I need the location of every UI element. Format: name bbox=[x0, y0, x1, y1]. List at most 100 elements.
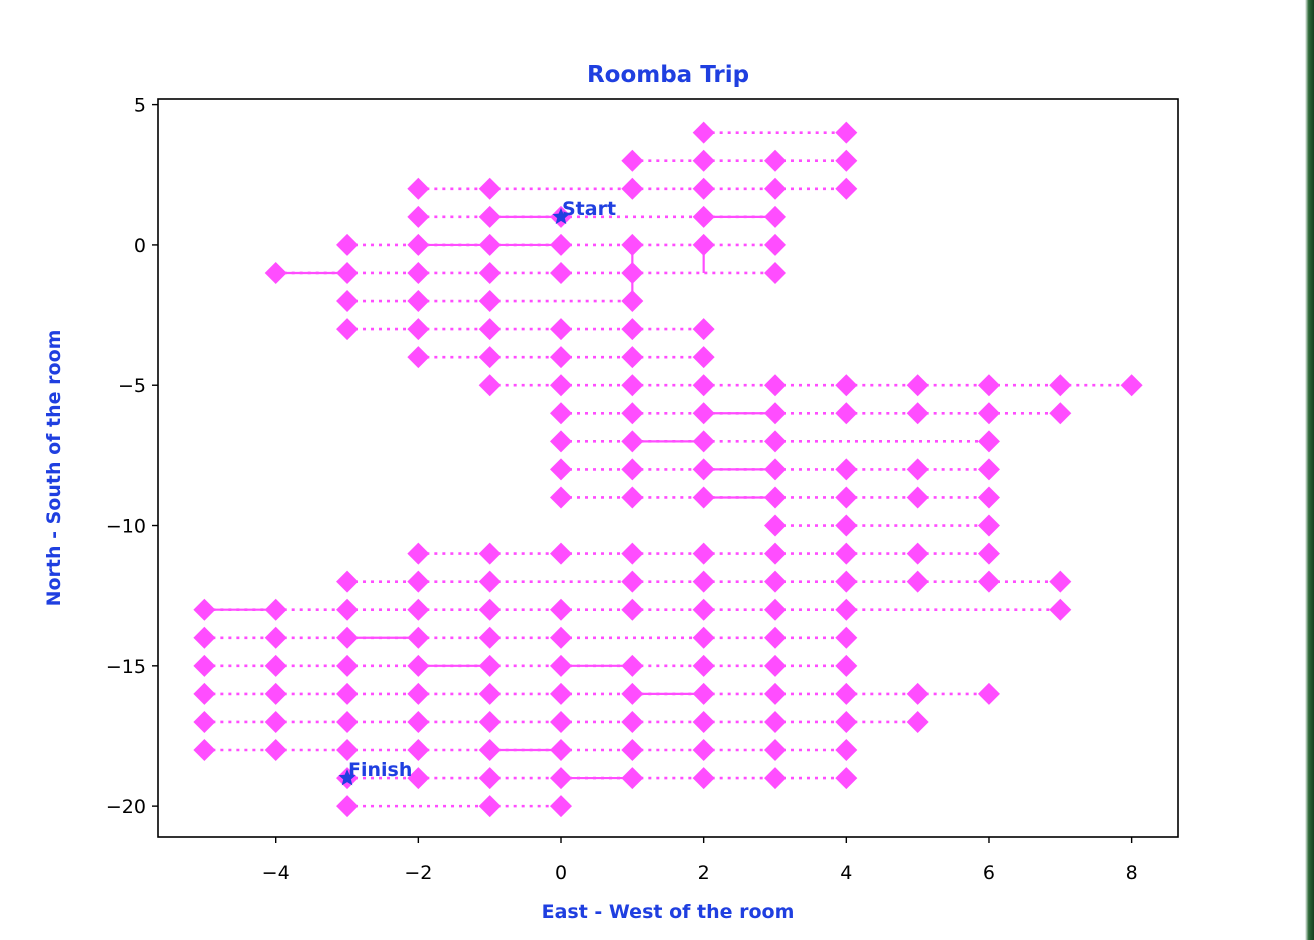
position-marker bbox=[407, 318, 430, 341]
position-marker bbox=[763, 430, 786, 453]
position-marker bbox=[478, 205, 501, 228]
position-marker bbox=[763, 205, 786, 228]
position-marker bbox=[621, 149, 644, 172]
position-marker bbox=[336, 795, 359, 818]
position-marker bbox=[478, 710, 501, 733]
position-marker bbox=[977, 570, 1000, 593]
position-marker bbox=[692, 542, 715, 565]
position-marker bbox=[336, 318, 359, 341]
position-marker bbox=[264, 626, 287, 649]
position-marker bbox=[906, 542, 929, 565]
position-marker bbox=[478, 318, 501, 341]
x-tick-label: 4 bbox=[840, 862, 852, 884]
position-marker bbox=[977, 458, 1000, 481]
position-marker bbox=[550, 346, 573, 369]
position-marker bbox=[692, 430, 715, 453]
position-marker bbox=[550, 430, 573, 453]
position-marker bbox=[621, 682, 644, 705]
x-tick-label: −4 bbox=[262, 862, 290, 884]
position-marker bbox=[763, 458, 786, 481]
position-marker bbox=[550, 767, 573, 790]
position-marker bbox=[763, 374, 786, 397]
position-marker bbox=[692, 739, 715, 762]
position-marker bbox=[407, 233, 430, 256]
position-marker bbox=[621, 261, 644, 284]
position-marker bbox=[336, 739, 359, 762]
position-marker bbox=[906, 458, 929, 481]
position-marker bbox=[763, 654, 786, 677]
position-marker bbox=[621, 654, 644, 677]
position-marker bbox=[692, 318, 715, 341]
position-marker bbox=[835, 542, 858, 565]
y-tick-label: 5 bbox=[134, 95, 146, 117]
position-marker bbox=[1049, 570, 1072, 593]
position-marker bbox=[977, 374, 1000, 397]
position-marker bbox=[407, 598, 430, 621]
position-marker bbox=[336, 598, 359, 621]
x-axis-label: East - West of the room bbox=[542, 901, 795, 923]
y-axis-label: North - South of the room bbox=[43, 330, 65, 607]
position-marker bbox=[478, 795, 501, 818]
window-edge-strip bbox=[1305, 0, 1314, 940]
position-marker bbox=[621, 710, 644, 733]
position-marker bbox=[692, 598, 715, 621]
position-marker bbox=[1049, 374, 1072, 397]
position-marker bbox=[621, 542, 644, 565]
position-marker bbox=[550, 795, 573, 818]
position-marker bbox=[835, 121, 858, 144]
position-marker bbox=[478, 374, 501, 397]
position-marker bbox=[478, 682, 501, 705]
position-marker bbox=[692, 486, 715, 509]
annotations: Start Finish bbox=[338, 198, 616, 786]
position-marker bbox=[763, 542, 786, 565]
y-tick-label: −15 bbox=[106, 656, 146, 678]
position-marker bbox=[336, 261, 359, 284]
position-marker bbox=[264, 682, 287, 705]
position-marker bbox=[550, 261, 573, 284]
position-marker bbox=[264, 598, 287, 621]
position-marker bbox=[550, 374, 573, 397]
position-marker bbox=[193, 626, 216, 649]
position-marker bbox=[336, 570, 359, 593]
position-marker bbox=[835, 514, 858, 537]
position-marker bbox=[550, 598, 573, 621]
position-marker bbox=[692, 458, 715, 481]
position-marker bbox=[478, 598, 501, 621]
position-marker bbox=[1049, 598, 1072, 621]
position-marker bbox=[407, 205, 430, 228]
start-star-icon bbox=[552, 207, 570, 225]
position-marker bbox=[478, 654, 501, 677]
position-marker bbox=[692, 402, 715, 425]
position-marker bbox=[692, 121, 715, 144]
position-marker bbox=[550, 739, 573, 762]
position-marker bbox=[906, 710, 929, 733]
position-marker bbox=[692, 205, 715, 228]
position-marker bbox=[692, 374, 715, 397]
position-marker bbox=[193, 654, 216, 677]
position-marker bbox=[550, 458, 573, 481]
position-marker bbox=[264, 261, 287, 284]
position-marker bbox=[692, 626, 715, 649]
position-marker bbox=[977, 682, 1000, 705]
position-marker bbox=[621, 570, 644, 593]
position-marker bbox=[763, 598, 786, 621]
position-marker bbox=[407, 682, 430, 705]
position-marker bbox=[550, 654, 573, 677]
position-marker bbox=[835, 682, 858, 705]
position-marker bbox=[977, 514, 1000, 537]
position-marker bbox=[193, 598, 216, 621]
position-marker bbox=[1120, 374, 1143, 397]
y-tick-label: −5 bbox=[118, 375, 146, 397]
position-marker bbox=[621, 767, 644, 790]
position-marker bbox=[906, 486, 929, 509]
position-marker bbox=[336, 710, 359, 733]
position-marker bbox=[835, 654, 858, 677]
position-marker bbox=[193, 739, 216, 762]
start-annotation: Start bbox=[562, 198, 616, 220]
position-marker bbox=[550, 486, 573, 509]
position-marker bbox=[692, 177, 715, 200]
position-markers bbox=[193, 121, 1143, 818]
position-marker bbox=[835, 402, 858, 425]
position-marker bbox=[478, 542, 501, 565]
position-marker bbox=[621, 598, 644, 621]
